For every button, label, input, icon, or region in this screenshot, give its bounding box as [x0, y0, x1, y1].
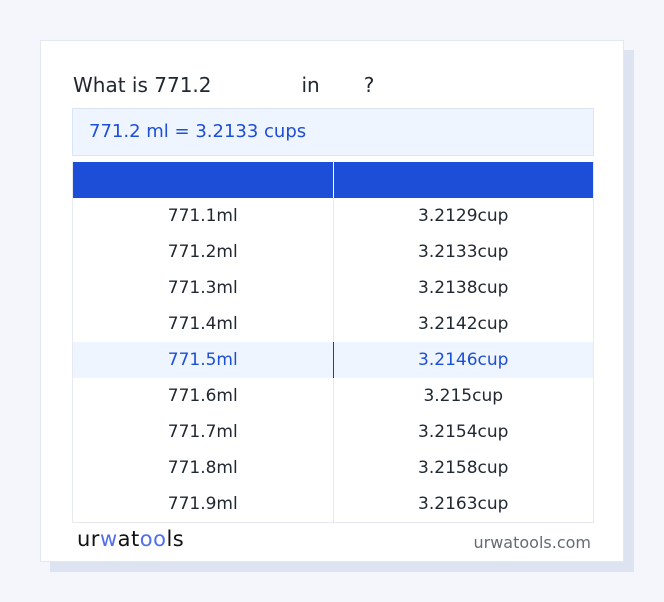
table-row: 771.7ml 3.2154cup [73, 414, 593, 450]
table-row: 771.8ml 3.2158cup [73, 450, 593, 486]
cell-cup: 3.2154cup [418, 422, 509, 442]
title-suffix: ? [363, 73, 375, 97]
cell-cup: 3.2163cup [418, 494, 509, 514]
converter-card: What is 771.2 in? 771.2 ml = 3.2133 cups … [40, 40, 624, 562]
cell-cup: 3.2142cup [418, 314, 509, 334]
table-row: 771.4ml 3.2142cup [73, 306, 593, 342]
cell-ml: 771.8ml [73, 450, 334, 486]
cell-cup: 3.2129cup [418, 206, 509, 226]
table-row: 771.5ml 3.2146cup [73, 342, 593, 378]
cell-ml: 771.5ml [73, 342, 334, 378]
title-prefix: What is 771.2 [73, 73, 212, 97]
cell-cup: 3.2138cup [418, 278, 509, 298]
cell-ml: 771.9ml [73, 486, 334, 522]
table-row: 771.9ml 3.2163cup [73, 486, 593, 522]
cell-ml: 771.1ml [73, 198, 334, 234]
cell-ml: 771.2ml [73, 234, 334, 270]
cell-ml: 771.6ml [73, 378, 334, 414]
cell-ml: 771.7ml [73, 414, 334, 450]
conversion-table: 771.1ml 3.2129cup 771.2ml 3.2133cup 771.3ml 3… [72, 162, 594, 523]
header-ml [73, 162, 334, 198]
cell-cup: 3.2133cup [418, 242, 509, 262]
site-url[interactable]: urwatools.com [473, 533, 592, 552]
urwatools-logo[interactable]: urwatools [77, 527, 185, 551]
header-cup [334, 162, 594, 198]
page-title: What is 771.2 in? [73, 73, 374, 97]
table-row: 771.2ml 3.2133cup [73, 234, 593, 270]
cell-cup: 3.2146cup [418, 350, 509, 370]
table-row: 771.6ml 3.215cup [73, 378, 593, 414]
cell-cup: 3.215cup [423, 386, 504, 406]
cell-cup: 3.2158cup [418, 458, 509, 478]
result-box: 771.2 ml = 3.2133 cups [72, 108, 594, 156]
title-in: in [301, 73, 320, 97]
cell-ml: 771.4ml [73, 306, 334, 342]
table-header [73, 162, 593, 198]
cell-ml: 771.3ml [73, 270, 334, 306]
table-row: 771.3ml 3.2138cup [73, 270, 593, 306]
table-row: 771.1ml 3.2129cup [73, 198, 593, 234]
